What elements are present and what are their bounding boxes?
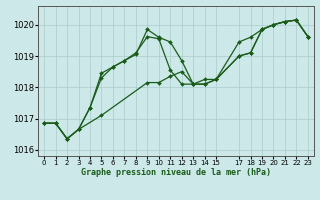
X-axis label: Graphe pression niveau de la mer (hPa): Graphe pression niveau de la mer (hPa)	[81, 168, 271, 177]
